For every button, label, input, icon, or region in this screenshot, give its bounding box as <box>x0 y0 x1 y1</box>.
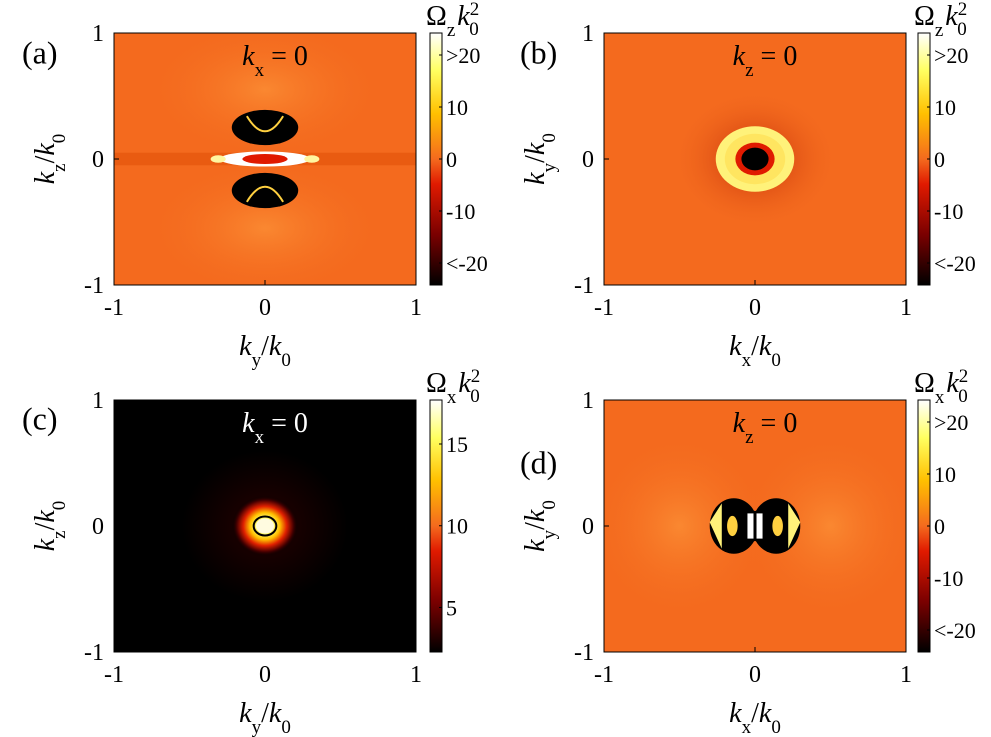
colorbar-tick-label: >20 <box>934 410 968 435</box>
x-tick-label: 1 <box>410 295 422 321</box>
x-tick-label: -1 <box>594 295 614 321</box>
colorbar-label: Ωxk2 0 <box>914 366 968 408</box>
y-tick-label: 1 <box>92 21 104 47</box>
colorbar-tick-label: <-20 <box>934 251 976 276</box>
y-tick-label: 1 <box>92 388 104 414</box>
y-tick-label: 1 <box>582 388 594 414</box>
panel-label: (b) <box>520 34 557 70</box>
panel-label: (c) <box>22 400 58 436</box>
annotation: kz = 0 <box>733 408 798 448</box>
x-tick-label: 1 <box>900 295 912 321</box>
y-tick-label: 0 <box>582 514 594 540</box>
y-tick-label: 1 <box>582 21 594 47</box>
heatmap <box>604 33 906 285</box>
x-tick-label: 0 <box>749 295 761 321</box>
y-tick-label: -1 <box>84 273 104 299</box>
x-axis-label: kx/k0 <box>729 331 781 371</box>
heatmap <box>114 400 416 652</box>
colorbar-label: Ωzk2 0 <box>426 0 479 41</box>
colorbar-tick-label: 10 <box>446 95 468 120</box>
colorbar-tick-label: >20 <box>934 43 968 68</box>
colorbar-label: Ωzk2 0 <box>914 0 967 41</box>
y-axis-label: kz/k0 <box>30 134 70 185</box>
y-tick-label: -1 <box>574 640 594 666</box>
x-tick-label: 0 <box>259 295 271 321</box>
y-axis-label: ky/k0 <box>520 133 560 185</box>
panel-label: (d) <box>520 444 557 480</box>
y-tick-label: 0 <box>582 147 594 173</box>
colorbar-tick-label: 15 <box>446 432 468 457</box>
colorbar-tick-label: -10 <box>446 199 475 224</box>
y-axis-label: ky/k0 <box>520 500 560 552</box>
colorbar-tick-label: -10 <box>934 199 963 224</box>
x-tick-label: 0 <box>259 662 271 688</box>
colorbar-tick-label: -10 <box>934 566 963 591</box>
annotation: kz = 0 <box>733 41 798 81</box>
y-tick-label: -1 <box>84 640 104 666</box>
x-tick-label: -1 <box>104 662 124 688</box>
colorbar-tick-label: <-20 <box>446 251 488 276</box>
annotation: kx = 0 <box>242 41 308 81</box>
colorbar-tick-label: >20 <box>446 43 480 68</box>
colorbar-tick-label: 5 <box>446 595 457 620</box>
x-tick-label: 1 <box>900 662 912 688</box>
colorbar-tick-label: 0 <box>446 147 457 172</box>
x-axis-label: ky/k0 <box>239 331 291 371</box>
colorbar-tick-label: <-20 <box>934 618 976 643</box>
colorbar-tick-label: 10 <box>934 462 956 487</box>
panel-label: (a) <box>22 34 58 70</box>
x-axis-label: kx/k0 <box>729 698 781 737</box>
x-tick-label: 0 <box>749 662 761 688</box>
colorbar-tick-label: 0 <box>934 147 945 172</box>
y-tick-label: -1 <box>574 273 594 299</box>
heatmap <box>114 33 416 285</box>
x-tick-label: -1 <box>104 295 124 321</box>
y-tick-label: 0 <box>92 514 104 540</box>
y-axis-label: kz/k0 <box>30 501 70 552</box>
colorbar-tick-label: 0 <box>934 514 945 539</box>
x-tick-label: 1 <box>410 662 422 688</box>
x-tick-label: -1 <box>594 662 614 688</box>
colorbar-tick-label: 10 <box>934 95 956 120</box>
y-tick-label: 0 <box>92 147 104 173</box>
x-axis-label: ky/k0 <box>239 698 291 737</box>
heatmap <box>604 400 906 652</box>
annotation: kx = 0 <box>242 408 308 448</box>
colorbar-label: Ωxk2 0 <box>426 366 480 408</box>
colorbar-tick-label: 10 <box>446 514 468 539</box>
